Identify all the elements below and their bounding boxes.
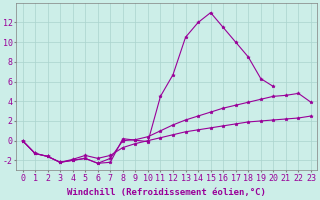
X-axis label: Windchill (Refroidissement éolien,°C): Windchill (Refroidissement éolien,°C): [67, 188, 266, 197]
